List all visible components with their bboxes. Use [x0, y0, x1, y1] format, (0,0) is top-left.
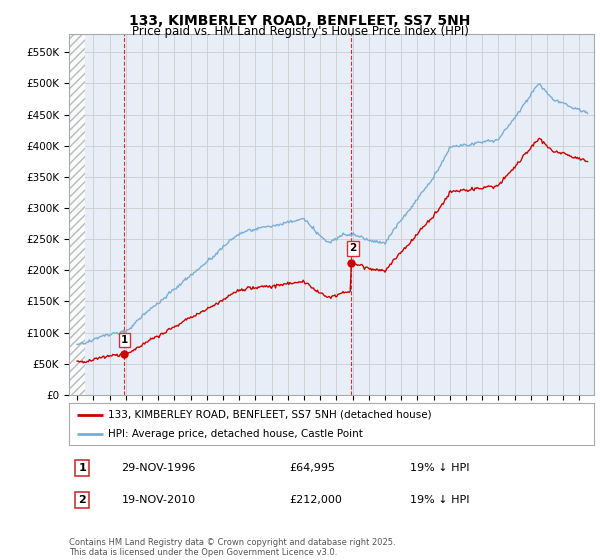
Text: £64,995: £64,995	[290, 463, 335, 473]
Text: 2: 2	[78, 495, 86, 505]
Text: 1: 1	[78, 463, 86, 473]
Text: Price paid vs. HM Land Registry's House Price Index (HPI): Price paid vs. HM Land Registry's House …	[131, 25, 469, 38]
Text: 2: 2	[349, 244, 356, 254]
Text: Contains HM Land Registry data © Crown copyright and database right 2025.
This d: Contains HM Land Registry data © Crown c…	[69, 538, 395, 557]
Text: HPI: Average price, detached house, Castle Point: HPI: Average price, detached house, Cast…	[109, 429, 363, 439]
Text: 29-NOV-1996: 29-NOV-1996	[121, 463, 196, 473]
Text: 1: 1	[121, 335, 128, 345]
Text: 19-NOV-2010: 19-NOV-2010	[121, 495, 196, 505]
Text: 19% ↓ HPI: 19% ↓ HPI	[410, 495, 470, 505]
Text: 133, KIMBERLEY ROAD, BENFLEET, SS7 5NH (detached house): 133, KIMBERLEY ROAD, BENFLEET, SS7 5NH (…	[109, 409, 432, 419]
Text: 19% ↓ HPI: 19% ↓ HPI	[410, 463, 470, 473]
Text: £212,000: £212,000	[290, 495, 343, 505]
Bar	[69, 21, 85, 395]
Text: 133, KIMBERLEY ROAD, BENFLEET, SS7 5NH: 133, KIMBERLEY ROAD, BENFLEET, SS7 5NH	[130, 14, 470, 28]
